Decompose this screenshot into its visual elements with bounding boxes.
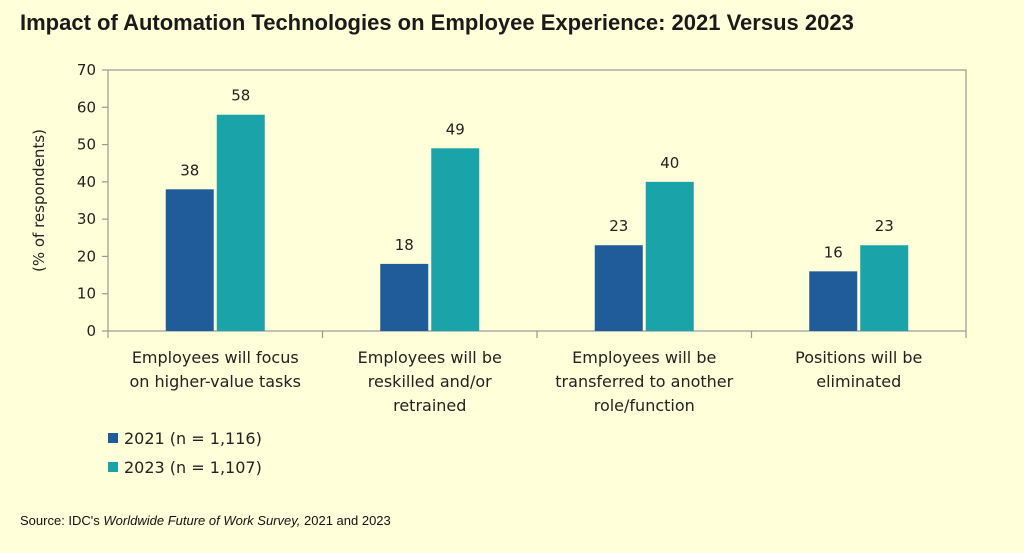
bar — [645, 181, 694, 331]
data-label: 58 — [231, 87, 250, 105]
category-label: Employees will focus on higher-value task… — [130, 348, 301, 391]
bar — [216, 114, 265, 331]
source-title: Worldwide Future of Work Survey, — [103, 513, 301, 528]
data-label: 16 — [824, 243, 843, 261]
y-tick-label: 70 — [77, 61, 96, 79]
y-axis-title: (% of respondents) — [30, 129, 48, 272]
bar — [431, 148, 480, 331]
x-axis — [107, 331, 967, 338]
data-label: 49 — [446, 120, 465, 138]
data-label: 38 — [180, 161, 199, 179]
category-labels: Employees will focus on higher-value task… — [130, 348, 923, 415]
bar — [860, 245, 909, 331]
y-tick-label: 20 — [77, 247, 96, 265]
data-label: 40 — [660, 154, 679, 172]
data-label: 23 — [875, 217, 894, 235]
y-tick-label: 50 — [77, 136, 96, 154]
data-labels: 38 58 18 49 23 40 16 23 — [180, 87, 894, 262]
category-label: Positions will be eliminated — [795, 348, 922, 391]
y-tick-label: 40 — [77, 173, 96, 191]
source-prefix: Source: IDC's — [20, 513, 104, 528]
legend-swatch — [108, 433, 118, 443]
y-tick-label: 0 — [86, 322, 96, 340]
legend-swatch — [108, 462, 118, 472]
data-label: 18 — [395, 236, 414, 254]
bar — [594, 245, 643, 331]
category-label: Employees will be reskilled and/or retrain… — [358, 348, 502, 415]
y-tick-label: 60 — [77, 98, 96, 116]
legend-label: 2023 (n = 1,107) — [124, 458, 262, 477]
legend: 2021 (n = 1,116) 2023 (n = 1,107) — [108, 429, 262, 477]
source-note: Source: IDC's Worldwide Future of Work S… — [20, 513, 391, 528]
y-tick-label: 10 — [77, 285, 96, 303]
source-suffix: 2021 and 2023 — [300, 513, 391, 528]
bar — [809, 271, 858, 331]
bar — [380, 263, 429, 331]
bar — [165, 189, 214, 331]
bars — [165, 114, 909, 331]
legend-label: 2021 (n = 1,116) — [124, 429, 262, 448]
data-label: 23 — [609, 217, 628, 235]
chart-title: Impact of Automation Technologies on Emp… — [20, 10, 854, 35]
y-tick-label: 30 — [77, 210, 96, 228]
category-label: Employees will be transferred to another r… — [555, 348, 733, 415]
